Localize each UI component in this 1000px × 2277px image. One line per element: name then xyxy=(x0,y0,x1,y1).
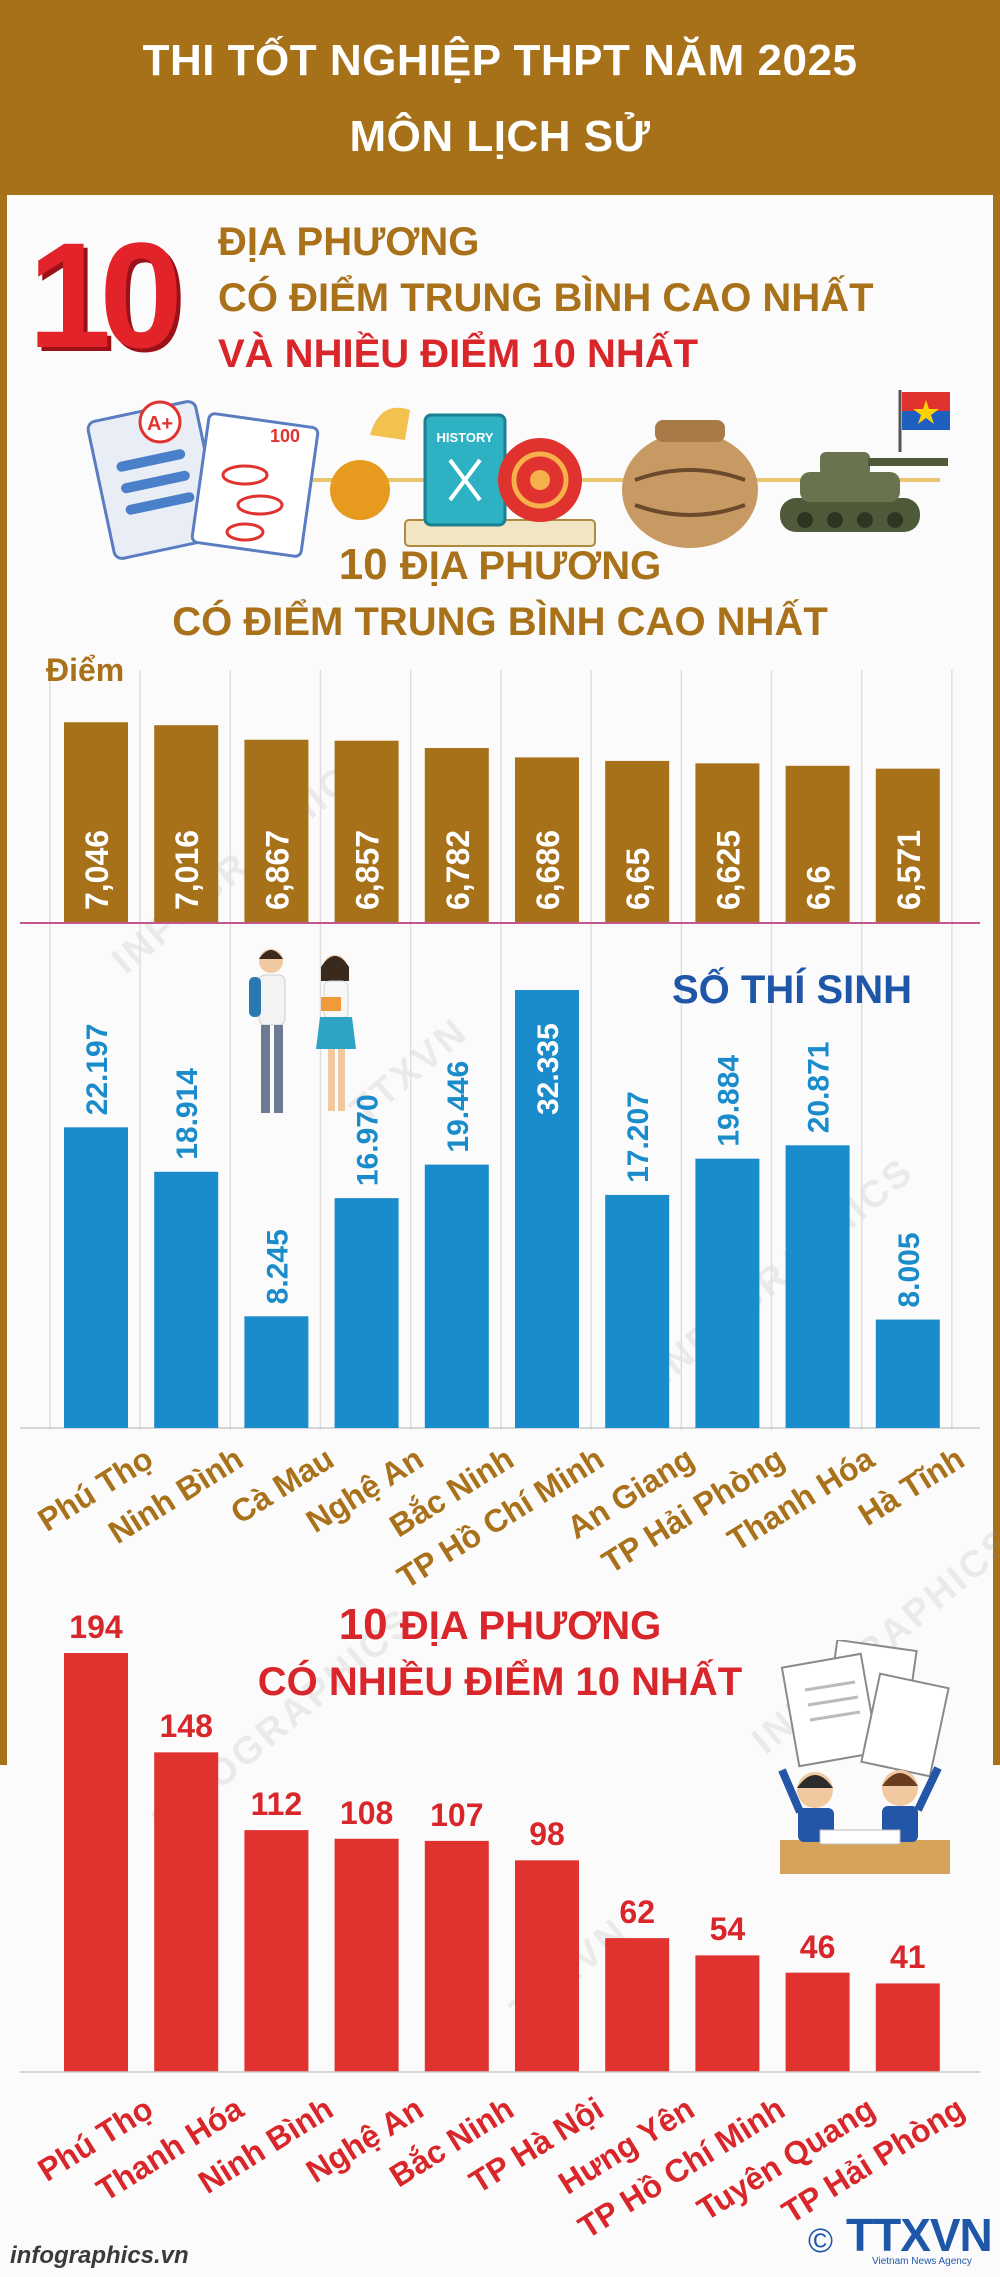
score-value-label: 6,867 xyxy=(259,830,295,910)
flag-icon xyxy=(898,390,950,452)
perfect-score-value-label: 54 xyxy=(709,1911,746,1948)
history-illustration: A+ 100 HISTORY xyxy=(86,390,950,560)
exam-paper-icon xyxy=(780,1640,950,1778)
perfect-score-value-label: 194 xyxy=(69,1609,123,1645)
intro-number: 10 xyxy=(28,211,183,379)
students-value-label: 16.970 xyxy=(352,1094,385,1186)
perfect-score-bar xyxy=(334,1838,399,2072)
perfect-score-bar xyxy=(515,1860,579,2072)
score-bar xyxy=(244,739,309,922)
score-value-label: 6,686 xyxy=(530,830,566,910)
students-bar xyxy=(515,990,579,1428)
students-value-label: 18.914 xyxy=(171,1068,204,1160)
students-value-label: 19.446 xyxy=(442,1061,475,1153)
score-value-label: 6,782 xyxy=(440,830,476,910)
score-bar xyxy=(334,740,399,922)
students-bar xyxy=(64,1127,128,1428)
perfect-score-value-label: 112 xyxy=(250,1786,303,1823)
perfect-score-value-label: 108 xyxy=(339,1794,394,1831)
ttxvn-logo-subtitle: Vietnam News Agency xyxy=(872,2256,972,2267)
svg-text:HISTORY: HISTORY xyxy=(436,430,493,445)
perfect-score-value-label: 148 xyxy=(159,1708,213,1745)
svg-text:A+: A+ xyxy=(147,413,173,435)
cheering-students-icon xyxy=(778,1766,950,1874)
perfect-score-value-label: 107 xyxy=(430,1796,484,1833)
average-score-and-students-chart: 7,046 7,016 6,867 6,857 6,782 6,686 6,65 6,625 6… xyxy=(20,670,980,1430)
score-bar xyxy=(515,757,579,922)
header-title-line1: THI TỐT NGHIỆP THPT NĂM 2025 xyxy=(142,36,858,85)
score-value-label: 7,016 xyxy=(169,830,205,910)
section1-title-line1: 10 ĐỊA PHƯƠNG xyxy=(338,540,662,589)
score-value-label: 6,857 xyxy=(350,830,386,910)
score-value-label: 7,046 xyxy=(79,830,115,910)
perfect-score-chart xyxy=(20,1653,980,2073)
exam-students-illustration xyxy=(778,1640,950,1874)
score-value-label: 6,571 xyxy=(891,830,927,910)
students-bar xyxy=(244,1316,309,1428)
score-bar xyxy=(154,725,219,922)
students-label: SỐ THÍ SINH xyxy=(672,968,913,1012)
header-banner: THI TỐT NGHIỆP THPT NĂM 2025 MÔN LỊCH SỬ xyxy=(0,0,1000,195)
intro-line2: CÓ ĐIỂM TRUNG BÌNH CAO NHẤT xyxy=(218,276,874,320)
students-value-label: 8.005 xyxy=(893,1232,926,1307)
perfect-score-bar xyxy=(424,1840,489,2072)
score-bar xyxy=(64,722,128,922)
students-value-label: 22.197 xyxy=(81,1024,114,1116)
student-boy-icon xyxy=(249,949,286,1113)
test-paper-icon: A+ 100 xyxy=(86,400,320,560)
svg-text:100: 100 xyxy=(270,426,300,446)
perfect-score-value-label: 62 xyxy=(619,1894,655,1931)
section2-title-line2: CÓ NHIỀU ĐIỂM 10 NHẤT xyxy=(257,1660,743,1704)
score-bar xyxy=(424,748,489,922)
section1-title-line2: CÓ ĐIỂM TRUNG BÌNH CAO NHẤT xyxy=(172,600,828,644)
students-value-label: 20.871 xyxy=(803,1042,836,1134)
students-bar xyxy=(875,1319,940,1428)
students-value-label: 8.245 xyxy=(261,1229,294,1304)
unit-label: Điểm xyxy=(46,652,125,688)
student-girl-icon xyxy=(316,955,356,1111)
score-value-label: 6,65 xyxy=(620,848,656,910)
students-bar xyxy=(605,1194,670,1428)
score-value-label: 6,625 xyxy=(710,830,746,910)
score-bar xyxy=(695,763,760,922)
intro-line3: VÀ NHIỀU ĐIỂM 10 NHẤT xyxy=(218,332,699,376)
copyright-icon: © xyxy=(808,2222,834,2260)
perfect-score-value-label: 98 xyxy=(529,1816,565,1853)
perfect-score-value-label: 41 xyxy=(890,1939,926,1976)
header-title-line2: MÔN LỊCH SỬ xyxy=(349,112,651,161)
students-bar xyxy=(785,1145,850,1428)
score-value-label: 6,6 xyxy=(801,866,837,910)
perfect-score-bar xyxy=(695,1955,760,2072)
perfect-score-value-label: 46 xyxy=(799,1928,836,1965)
score-bar xyxy=(785,765,850,922)
perfect-score-bar xyxy=(244,1830,309,2072)
intro-line1: ĐỊA PHƯƠNG xyxy=(218,220,480,264)
tank-icon xyxy=(780,452,948,532)
students-bar xyxy=(424,1164,489,1428)
perfect-score-bar xyxy=(605,1938,670,2072)
students-bar xyxy=(334,1198,399,1428)
perfect-score-bar xyxy=(785,1972,850,2072)
students-value-label: 32.335 xyxy=(532,1023,565,1115)
source-label: infographics.vn xyxy=(10,2242,189,2269)
score-bar xyxy=(605,760,670,922)
students-bar xyxy=(154,1171,219,1428)
perfect-score-bar xyxy=(154,1752,219,2072)
students-illustration xyxy=(249,949,356,1113)
side-frame xyxy=(0,195,1000,1765)
students-bar xyxy=(695,1158,760,1428)
ancient-vase-icon xyxy=(622,420,758,548)
history-book-icon: HISTORY xyxy=(330,407,596,547)
students-value-label: 19.884 xyxy=(712,1055,745,1147)
students-value-label: 17.207 xyxy=(622,1091,655,1183)
section2-title-line1: 10 ĐỊA PHƯƠNG xyxy=(338,1600,662,1649)
ttxvn-logo: TTXVN xyxy=(846,2209,993,2261)
perfect-score-bar xyxy=(64,1653,128,2072)
score-bar xyxy=(875,768,940,922)
perfect-score-bar xyxy=(875,1983,940,2072)
